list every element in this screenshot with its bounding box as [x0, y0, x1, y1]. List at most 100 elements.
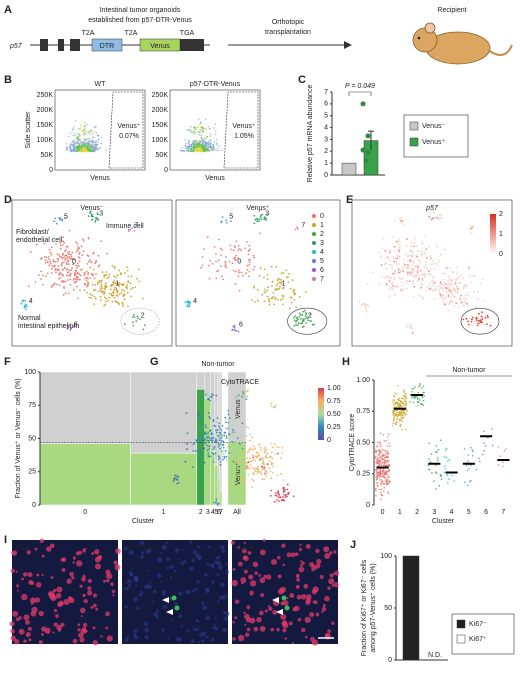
dot	[157, 573, 162, 578]
dot	[213, 127, 215, 129]
dot	[95, 607, 99, 611]
dot	[93, 147, 96, 150]
dot	[115, 287, 117, 290]
dot	[130, 573, 134, 577]
dot	[218, 437, 221, 439]
dot	[76, 297, 79, 300]
dot	[48, 258, 50, 260]
dot	[398, 218, 401, 221]
dot	[277, 588, 284, 595]
dot	[263, 216, 266, 219]
dot	[85, 279, 88, 282]
dot	[220, 433, 222, 436]
dot	[223, 455, 226, 458]
dot	[327, 629, 331, 633]
dot	[457, 288, 460, 290]
dot	[260, 449, 262, 451]
dot	[298, 312, 301, 315]
dot	[200, 425, 203, 428]
dot	[76, 272, 79, 275]
dot	[111, 265, 114, 267]
dot	[236, 462, 239, 464]
dot	[27, 285, 30, 288]
dot	[401, 402, 404, 404]
dot	[199, 123, 201, 126]
dot	[239, 442, 241, 445]
dot	[109, 288, 112, 291]
dot	[231, 328, 234, 331]
dot	[450, 296, 452, 299]
dot	[206, 136, 208, 138]
dot	[393, 278, 396, 280]
dot	[215, 448, 218, 451]
dot	[67, 292, 70, 295]
legend-swatch	[409, 121, 419, 131]
dot	[403, 416, 405, 418]
dot	[470, 315, 472, 317]
dot	[93, 140, 95, 143]
dot	[82, 142, 85, 145]
dot	[399, 256, 401, 259]
dot	[162, 604, 168, 610]
dot	[280, 613, 287, 620]
dot	[432, 288, 435, 291]
dot	[376, 484, 379, 487]
dot	[81, 150, 83, 153]
dot	[413, 285, 416, 288]
umap-box	[175, 199, 341, 347]
dot	[76, 133, 78, 135]
dot	[87, 282, 90, 285]
label: transplantation	[265, 29, 311, 36]
dot	[100, 635, 103, 638]
mouse-icon	[412, 22, 513, 65]
dot	[60, 280, 63, 283]
dot	[388, 469, 391, 472]
dot	[89, 139, 92, 141]
dot	[191, 146, 193, 148]
dot	[84, 140, 86, 142]
dot	[208, 140, 210, 142]
dot	[199, 139, 201, 141]
dot	[215, 139, 218, 141]
dot	[261, 465, 263, 468]
dot	[99, 555, 102, 559]
dot	[113, 275, 116, 278]
dot	[66, 143, 68, 145]
dot	[301, 314, 304, 316]
dot	[237, 451, 240, 454]
dot	[265, 219, 267, 222]
dot	[299, 560, 303, 563]
dot	[125, 587, 129, 591]
plot-title: Venus⁻	[80, 205, 103, 212]
dot	[483, 442, 485, 445]
dot	[81, 576, 86, 582]
dot	[126, 269, 129, 272]
dot	[86, 150, 89, 153]
dot	[243, 556, 249, 562]
dot	[431, 471, 433, 474]
dot	[205, 433, 208, 435]
dot	[377, 464, 380, 467]
dot	[427, 464, 430, 467]
dot	[425, 248, 428, 251]
dot	[364, 304, 366, 307]
dot	[82, 622, 88, 628]
dot	[416, 255, 418, 258]
dot	[243, 443, 246, 446]
dot	[216, 270, 219, 273]
dot	[94, 556, 101, 563]
dot	[400, 412, 403, 415]
dot	[309, 313, 312, 316]
dot	[235, 460, 238, 462]
dot	[194, 140, 196, 142]
dot	[91, 140, 94, 142]
dot	[215, 130, 217, 132]
dot	[381, 470, 384, 473]
dot	[185, 145, 187, 147]
dot	[84, 149, 87, 151]
dot	[130, 295, 133, 298]
dot	[442, 294, 444, 297]
dot	[291, 642, 294, 645]
dot	[430, 288, 433, 290]
dot	[62, 268, 64, 271]
